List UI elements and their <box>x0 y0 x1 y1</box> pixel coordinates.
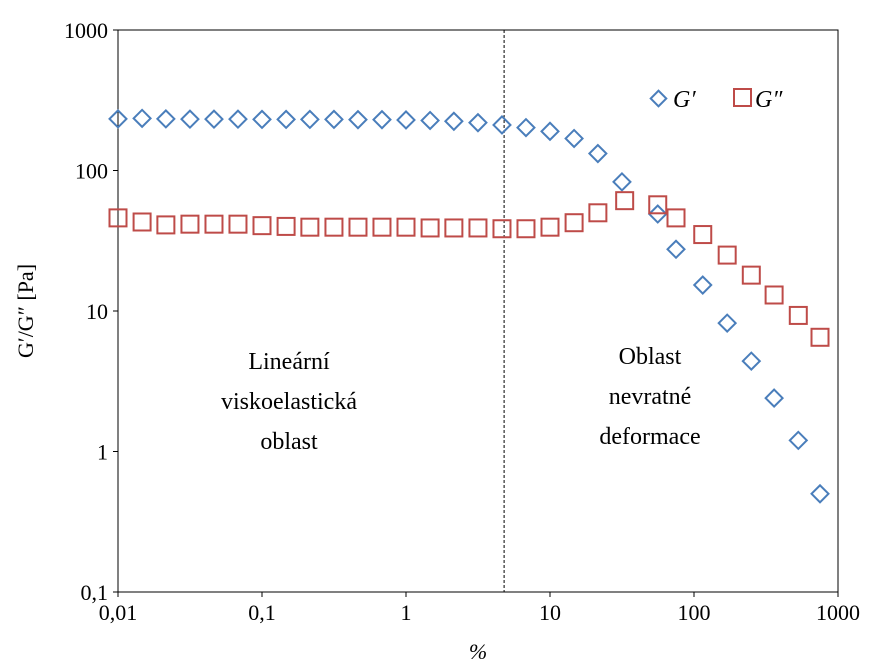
g-prime-point <box>155 108 176 129</box>
annotation-right-line-2: nevratné <box>609 384 692 410</box>
g-double-prime-point <box>648 195 668 215</box>
series <box>108 108 830 504</box>
annotation-left-line-1: Lineární <box>248 349 330 375</box>
g-prime-point <box>810 483 830 504</box>
g-double-prime-point <box>180 214 200 234</box>
y-tick-label: 1000 <box>64 18 108 43</box>
y-tick-label: 1 <box>97 440 108 465</box>
g-double-prime-point <box>788 305 808 325</box>
g-prime-point <box>348 109 368 130</box>
y-tick-label: 10 <box>86 299 108 324</box>
g-double-prime-point <box>741 265 761 285</box>
g-double-prime-point <box>810 327 830 347</box>
g-prime-point <box>587 143 608 164</box>
g-double-prime-point <box>420 218 440 238</box>
g-double-prime-point <box>372 217 392 237</box>
g-prime-point <box>420 110 440 131</box>
g-double-prime-point <box>252 216 272 236</box>
g-double-prime-point <box>348 217 368 237</box>
annotation-left-line-3: oblast <box>260 429 318 455</box>
series-g-double-prime <box>108 191 830 347</box>
g-prime-point <box>468 112 488 133</box>
x-tick-label: 1 <box>401 600 412 625</box>
g-double-prime-point <box>717 245 737 265</box>
g-double-prime-point <box>666 208 686 228</box>
g-double-prime-point <box>276 216 296 236</box>
g-prime-point <box>516 117 536 138</box>
y-tick-label: 0,1 <box>81 580 109 605</box>
g-double-prime-point <box>156 215 176 235</box>
x-tick-label: 1000 <box>816 600 860 625</box>
g-prime-point <box>540 121 560 142</box>
g-double-prime-point <box>228 214 248 234</box>
g-double-prime-point <box>204 214 224 234</box>
g-prime-point <box>204 109 224 130</box>
g-prime-point <box>108 108 128 129</box>
annotation-left-line-2: viskoelastická <box>221 389 357 415</box>
g-double-prime-point <box>615 191 635 211</box>
y-axis-title: G′/G″ [Pa] <box>13 264 38 358</box>
g-double-prime-point <box>108 208 128 228</box>
legend-label-g-double-prime: G″ <box>755 87 783 113</box>
g-prime-point <box>180 109 200 130</box>
g-prime-point <box>252 109 272 130</box>
g-prime-point <box>666 239 686 260</box>
g-prime-point <box>324 109 344 130</box>
g-double-prime-point <box>132 212 152 232</box>
g-prime-point <box>741 351 762 371</box>
g-prime-point <box>372 109 392 130</box>
g-double-prime-point <box>492 219 512 239</box>
x-tick-label: 0,01 <box>99 600 138 625</box>
x-tick-label: 0,1 <box>248 600 276 625</box>
g-prime-point <box>299 109 320 130</box>
x-axis-title: % <box>469 639 487 664</box>
g-double-prime-point <box>444 218 464 238</box>
g-prime-point <box>717 313 738 334</box>
annotation-right-line-1: Oblast <box>619 344 682 370</box>
legend-label-g-prime: G′ <box>673 87 696 113</box>
g-double-prime-point <box>764 285 784 305</box>
g-prime-point <box>396 110 416 130</box>
g-double-prime-point <box>693 225 713 245</box>
y-tick-label: 100 <box>75 159 108 184</box>
g-prime-point <box>276 109 296 130</box>
g-prime-point <box>692 275 713 295</box>
g-prime-point <box>228 109 248 130</box>
g-prime-point <box>564 128 584 149</box>
legend-marker-g-double-prime <box>733 88 752 107</box>
plot-area <box>117 29 839 593</box>
g-prime-point <box>647 204 668 224</box>
g-prime-point <box>492 115 512 135</box>
g-double-prime-point <box>564 213 584 233</box>
g-double-prime-point <box>588 203 608 223</box>
legend: G′ G″ <box>649 87 783 113</box>
g-double-prime-point <box>324 217 344 237</box>
x-tick-label: 100 <box>678 600 711 625</box>
g-double-prime-point <box>468 218 488 238</box>
legend-marker-g-prime <box>649 89 668 108</box>
g-prime-point <box>788 430 809 451</box>
g-double-prime-point <box>300 217 320 237</box>
annotation-right-line-3: deformace <box>599 424 700 450</box>
g-double-prime-point <box>516 219 536 239</box>
g-prime-point <box>764 388 785 408</box>
x-tick-label: 10 <box>539 600 561 625</box>
series-g-prime <box>108 108 830 504</box>
g-prime-point <box>132 108 152 129</box>
g-double-prime-point <box>396 217 416 237</box>
g-double-prime-point <box>540 217 560 237</box>
g-prime-point <box>443 111 464 132</box>
g-prime-point <box>612 171 632 192</box>
